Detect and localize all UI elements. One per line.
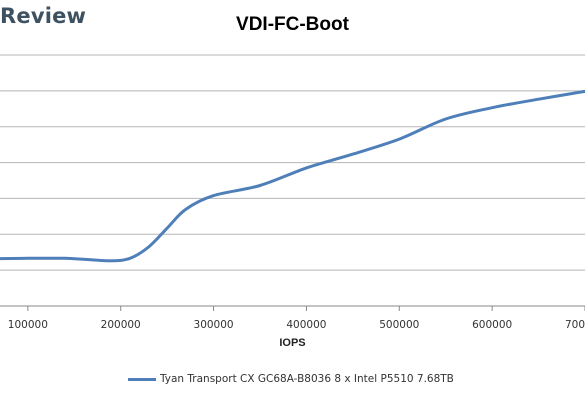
x-tick-label: 100000 [8, 319, 48, 331]
x-tick-label: 300000 [194, 319, 234, 331]
brand-logo-text: Review [0, 4, 87, 28]
gridlines [0, 54, 585, 307]
x-tick-label: 700000 [565, 319, 585, 331]
series-lines [0, 89, 585, 263]
x-tick-label: 400000 [286, 319, 326, 331]
x-tick-label: 600000 [472, 319, 512, 331]
x-tick-label: 500000 [379, 319, 419, 331]
legend-swatch [128, 377, 156, 381]
x-tick-labels: 100000 200000 300000 400000 500000 600000 7000… [8, 306, 585, 331]
legend-label: Tyan Transport CX GC68A-B8036 8 x Intel … [160, 373, 454, 385]
legend: Tyan Transport CX GC68A-B8036 8 x Intel … [128, 373, 454, 385]
x-tick-label: 200000 [101, 319, 141, 331]
x-axis-label: IOPS [279, 337, 306, 349]
chart-title: VDI-FC-Boot [236, 14, 349, 35]
series-line [0, 89, 585, 263]
